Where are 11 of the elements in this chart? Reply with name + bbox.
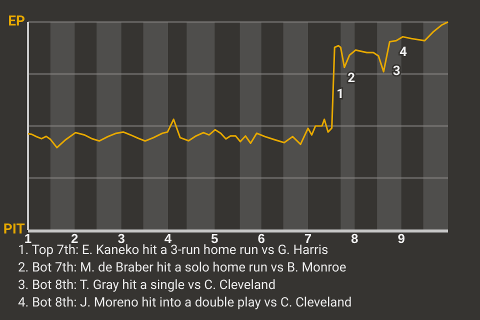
annotation: 2 [348,70,356,86]
ref-line-label: PIT [3,222,26,238]
text: 2. Bot 7th: M. de Braber hit a solo home run vs B. Monroe [18,260,346,276]
text: 4. Bot 8th: J. Moreno hit into a double play vs C. Cleveland [18,296,352,310]
x-tick-label: 9 [398,231,405,246]
annotation: 1 [336,87,344,102]
ref-line-label: EP [8,14,25,30]
x-tick-label: 8 [351,231,358,246]
text: 3. Bot 8th: T. Gray hit a single vs C. Cleveland [18,278,276,293]
annotation: 4 [399,45,408,60]
annotation: 3 [392,64,400,80]
